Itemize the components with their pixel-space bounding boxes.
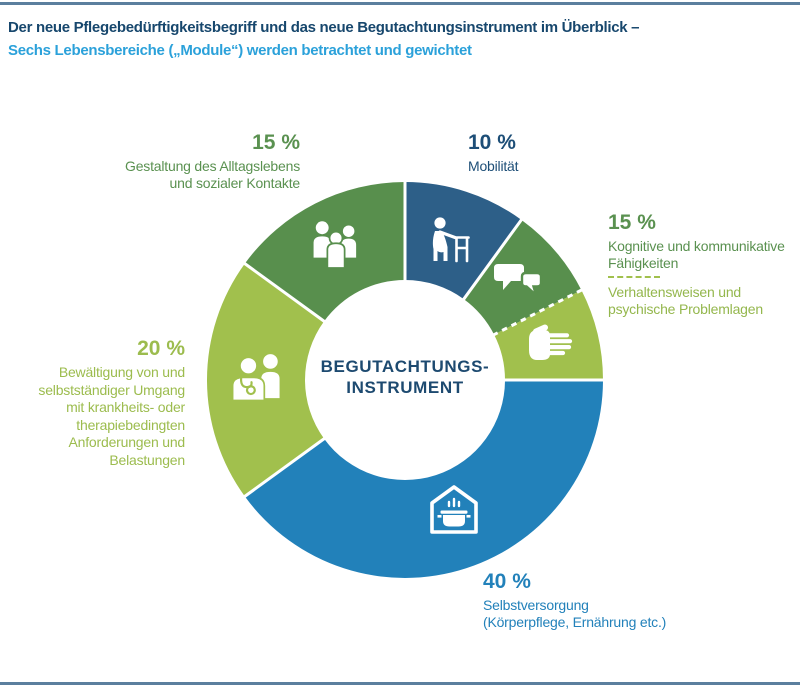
house-pot-icon [430,485,478,534]
segment-separator [461,217,524,302]
label-line: psychische Problemlagen [608,300,763,317]
doctor-patient-icon [231,354,280,402]
pct-selbstversorgung: 40 % [483,570,531,593]
walker-icon [432,217,470,263]
donut-segment-4 [244,380,603,578]
pct-mobilitaet: 10 % [468,131,516,154]
label-line: Belastungen [109,451,185,468]
page-title-line1: Der neue Pflegebedürftigkeitsbegriff und… [8,19,640,36]
callout-bewaeltigung: 20 % Bewältigung von und selbstständiger… [38,337,185,469]
segment-separator [242,261,327,324]
callout-mobilitaet: 10 % Mobilität [468,131,519,175]
label-line: Selbstversorgung [483,597,589,613]
center-label-line2: INSTRUMENT [346,378,464,397]
label-line: selbstständiger Umgang [38,381,185,398]
label-line: und sozialer Kontakte [169,174,301,191]
donut-segment-1 [405,182,522,300]
center-label-line1: BEGUTACHTUNGS- [320,357,490,376]
pct-bewaeltigung: 20 % [137,337,185,360]
speech-bubbles-icon [494,264,543,299]
segment-separator [492,288,584,337]
callout-gestaltung-alltagsleben: 15 % Gestaltung des Alltagslebens und so… [125,131,300,191]
label-line: Verhaltensweisen und [608,284,741,300]
page-title-line2: Sechs Lebensbereiche („Module“) werden b… [8,42,472,59]
label-line: Kognitive und kommunikative [608,238,785,254]
donut-center-label: BEGUTACHTUNGS- INSTRUMENT [295,356,515,398]
label-line: (Körperpflege, Ernährung etc.) [483,614,667,630]
label-line: Anforderungen und [68,434,186,450]
top-rule [0,2,800,5]
callout-kognitive-faehigkeiten: 15 % Kognitive und kommunikative Fähigke… [608,211,785,317]
label-line: Gestaltung des Alltagslebens [125,158,300,174]
label-line: Mobilität [468,158,519,174]
label-line: Bewältigung von und [58,364,185,380]
callout-selbstversorgung: 40 % Selbstversorgung (Körperpflege, Ern… [483,570,666,631]
segment-separator [242,436,327,499]
people-group-icon [313,221,357,269]
pct-gestaltung: 15 % [252,131,300,154]
dashed-divider [608,276,660,278]
label-line: Fähigkeiten [608,254,679,271]
bottom-rule [0,682,800,685]
label-line: therapiebedingten [76,416,185,433]
pct-kognitiv: 15 % [608,211,656,234]
label-line: mit krankheits- oder [66,399,185,415]
donut-separators [242,180,605,499]
hand-icon [529,324,573,360]
